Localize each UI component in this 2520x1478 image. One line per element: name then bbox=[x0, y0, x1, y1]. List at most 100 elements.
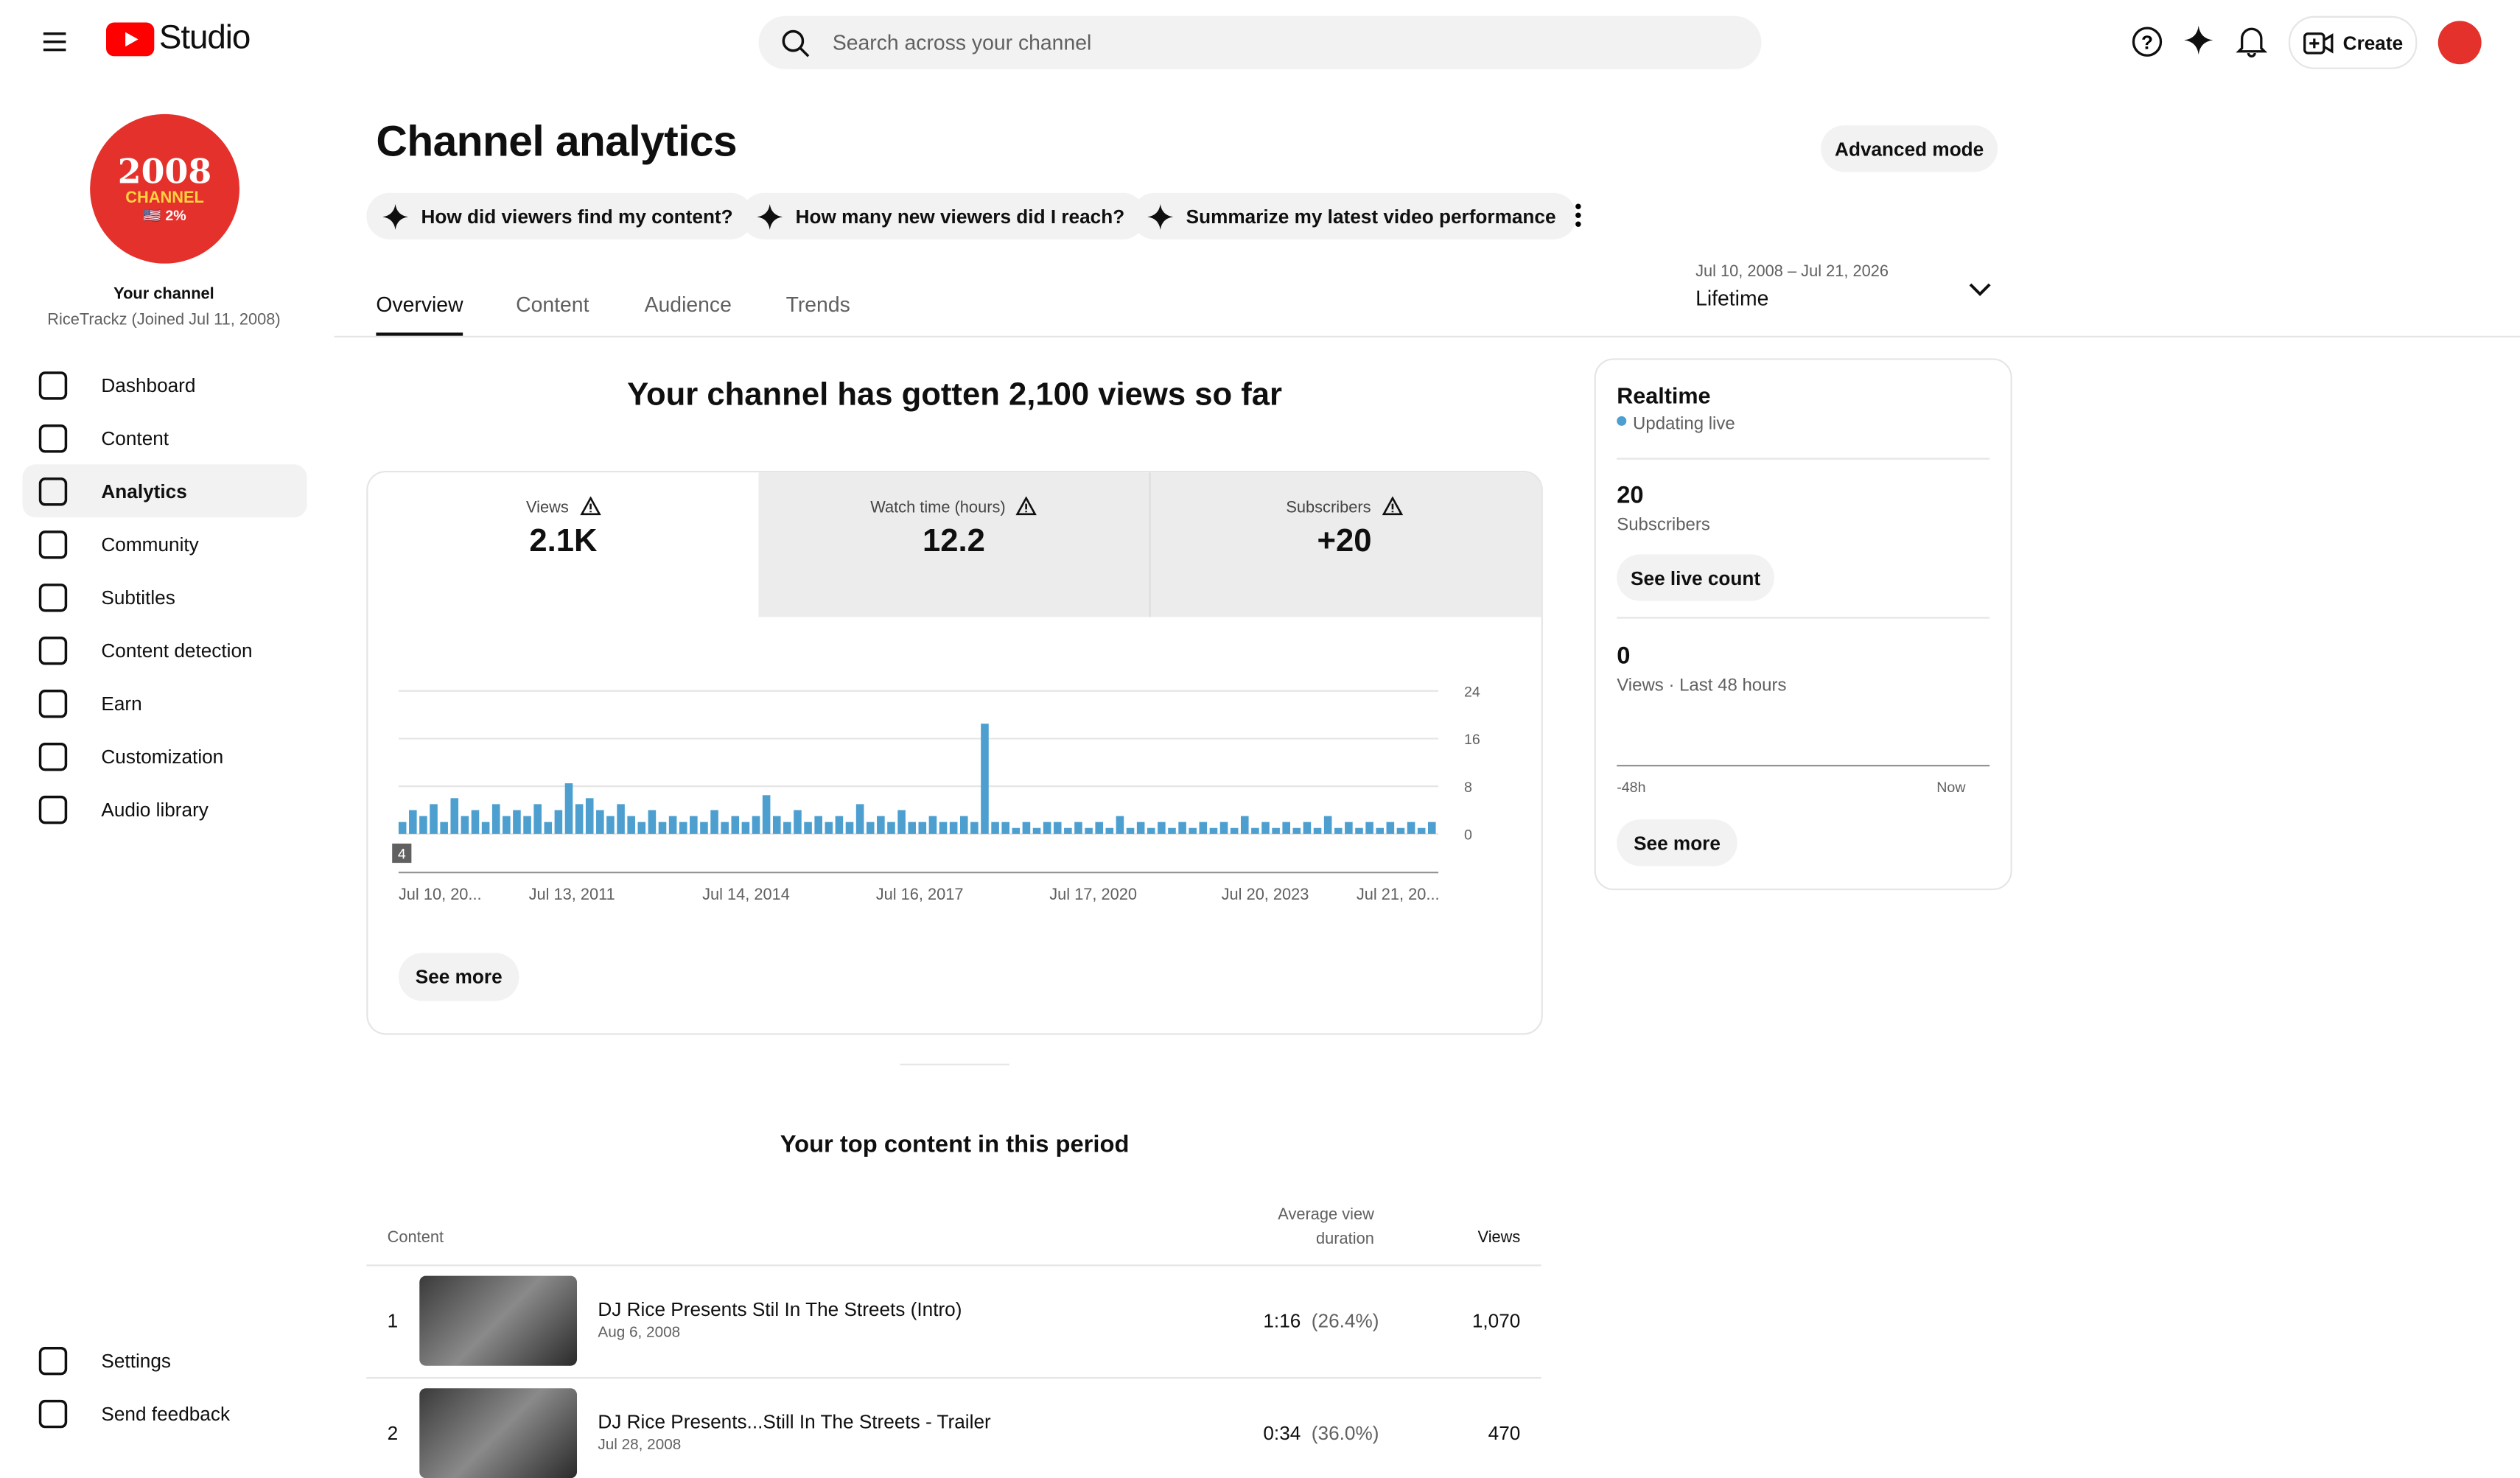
avatar-line: 2008 bbox=[117, 150, 212, 191]
views: 1,070 bbox=[1471, 1309, 1521, 1332]
warning-icon bbox=[1016, 496, 1037, 516]
prompt-chip[interactable]: How many new viewers did I reach? bbox=[741, 192, 1146, 239]
nav-icon bbox=[38, 1345, 68, 1375]
help-icon[interactable]: ? bbox=[2131, 26, 2163, 58]
bar bbox=[814, 816, 822, 834]
bar bbox=[564, 783, 573, 834]
views-label: Views · Last 48 hours bbox=[1617, 676, 1787, 696]
nav-item[interactable]: Audio library bbox=[23, 782, 307, 836]
account-avatar[interactable] bbox=[2437, 21, 2482, 65]
bar bbox=[981, 724, 989, 834]
live-count-button[interactable]: See live count bbox=[1617, 554, 1774, 601]
spark-icon bbox=[1147, 203, 1174, 229]
thumbnail[interactable] bbox=[419, 1275, 578, 1366]
bar bbox=[1396, 827, 1405, 834]
prompt-chip[interactable]: How did viewers find my content? bbox=[366, 192, 755, 239]
bar bbox=[523, 816, 531, 834]
nav-item[interactable]: Dashboard bbox=[23, 358, 307, 411]
x-tick-label: Jul 14, 2014 bbox=[702, 885, 790, 903]
bar bbox=[533, 804, 542, 834]
nav-item[interactable]: Earn bbox=[23, 676, 307, 729]
bar bbox=[585, 798, 594, 834]
tab[interactable]: Overview bbox=[376, 292, 463, 317]
bar bbox=[1199, 822, 1208, 834]
advanced-mode-button[interactable]: Advanced mode bbox=[1821, 125, 1998, 172]
bar bbox=[481, 822, 490, 834]
video-title[interactable]: DJ Rice Presents...Still In The Streets … bbox=[598, 1410, 991, 1434]
bar bbox=[897, 810, 906, 834]
menu-icon[interactable] bbox=[42, 29, 68, 55]
rank: 2 bbox=[387, 1422, 399, 1445]
search-box[interactable]: Search across your channel bbox=[758, 15, 1762, 69]
marker-label: 4 bbox=[398, 847, 406, 863]
prompt-chip[interactable]: Summarize my latest video performance bbox=[1131, 192, 1577, 239]
more-icon[interactable] bbox=[1573, 203, 1583, 228]
bar bbox=[1427, 822, 1436, 834]
chip-label: How did viewers find my content? bbox=[421, 205, 733, 228]
bar bbox=[1376, 827, 1385, 834]
nav-item[interactable]: Analytics bbox=[22, 464, 307, 518]
see-more-button[interactable]: See more bbox=[1617, 819, 1737, 866]
nav-item[interactable]: Subtitles bbox=[23, 570, 307, 623]
y-tick-label: 0 bbox=[1464, 827, 1472, 843]
bar bbox=[1105, 827, 1114, 834]
bar bbox=[731, 816, 740, 834]
bar bbox=[1417, 827, 1426, 834]
bar bbox=[450, 798, 459, 834]
logo-text: Studio bbox=[158, 19, 251, 57]
bar bbox=[855, 804, 864, 834]
separator bbox=[900, 1063, 1009, 1065]
create-button[interactable]: Create bbox=[2288, 15, 2418, 69]
nav-item[interactable]: Send feedback bbox=[23, 1387, 307, 1440]
bar bbox=[1240, 816, 1249, 834]
bar bbox=[1345, 822, 1353, 834]
period[interactable]: Lifetime bbox=[1695, 286, 1769, 310]
bar bbox=[398, 822, 407, 834]
youtube-logo[interactable] bbox=[105, 22, 155, 57]
nav-icon bbox=[38, 530, 68, 558]
nav-item[interactable]: Community bbox=[23, 517, 307, 570]
views-count: 0 bbox=[1617, 642, 1631, 670]
tab-divider bbox=[334, 335, 2520, 337]
bar bbox=[575, 804, 584, 834]
video-title[interactable]: DJ Rice Presents Stil In The Streets (In… bbox=[598, 1298, 962, 1321]
chip-label: Summarize my latest video performance bbox=[1186, 205, 1556, 228]
bar bbox=[991, 822, 999, 834]
search-placeholder: Search across your channel bbox=[832, 30, 1092, 55]
bar bbox=[741, 822, 750, 834]
bar bbox=[772, 816, 781, 834]
tab[interactable]: Content bbox=[516, 292, 589, 317]
table-header: Average view duration bbox=[1278, 1206, 1374, 1249]
bar bbox=[700, 822, 708, 834]
tab[interactable]: Trends bbox=[785, 292, 850, 317]
table-header: Views bbox=[1477, 1229, 1521, 1247]
thumbnail[interactable] bbox=[419, 1388, 578, 1478]
see-more-button[interactable]: See more bbox=[398, 953, 519, 1001]
bar bbox=[762, 795, 771, 834]
bar bbox=[887, 822, 895, 834]
nav-item[interactable]: Content detection bbox=[23, 623, 307, 676]
video-date: Jul 28, 2008 bbox=[598, 1436, 682, 1454]
metric-value: +20 bbox=[1317, 523, 1372, 559]
dropdown-icon[interactable] bbox=[1969, 281, 1992, 298]
bar bbox=[1136, 822, 1145, 834]
spark-icon[interactable] bbox=[2184, 25, 2213, 55]
nav-item[interactable]: Customization bbox=[23, 729, 307, 782]
bar bbox=[554, 810, 563, 834]
bar bbox=[949, 822, 958, 834]
bar bbox=[1386, 822, 1395, 834]
divider bbox=[1617, 617, 1990, 619]
y-tick-label: 16 bbox=[1464, 732, 1480, 748]
channel-avatar[interactable]: 2008 CHANNEL 🇺🇸 2% bbox=[90, 113, 239, 264]
search-icon bbox=[782, 29, 810, 57]
bell-icon[interactable] bbox=[2236, 24, 2268, 58]
bar bbox=[835, 816, 844, 834]
nav-icon bbox=[38, 371, 68, 399]
bar bbox=[710, 810, 718, 834]
overview-card: Views 2.1K Watch time (hours) 12.2 Subscri… bbox=[366, 470, 1543, 1035]
nav-item[interactable]: Content bbox=[23, 411, 307, 464]
nav-item[interactable]: Settings bbox=[23, 1334, 307, 1387]
tab[interactable]: Audience bbox=[644, 292, 732, 317]
bar bbox=[752, 816, 760, 834]
